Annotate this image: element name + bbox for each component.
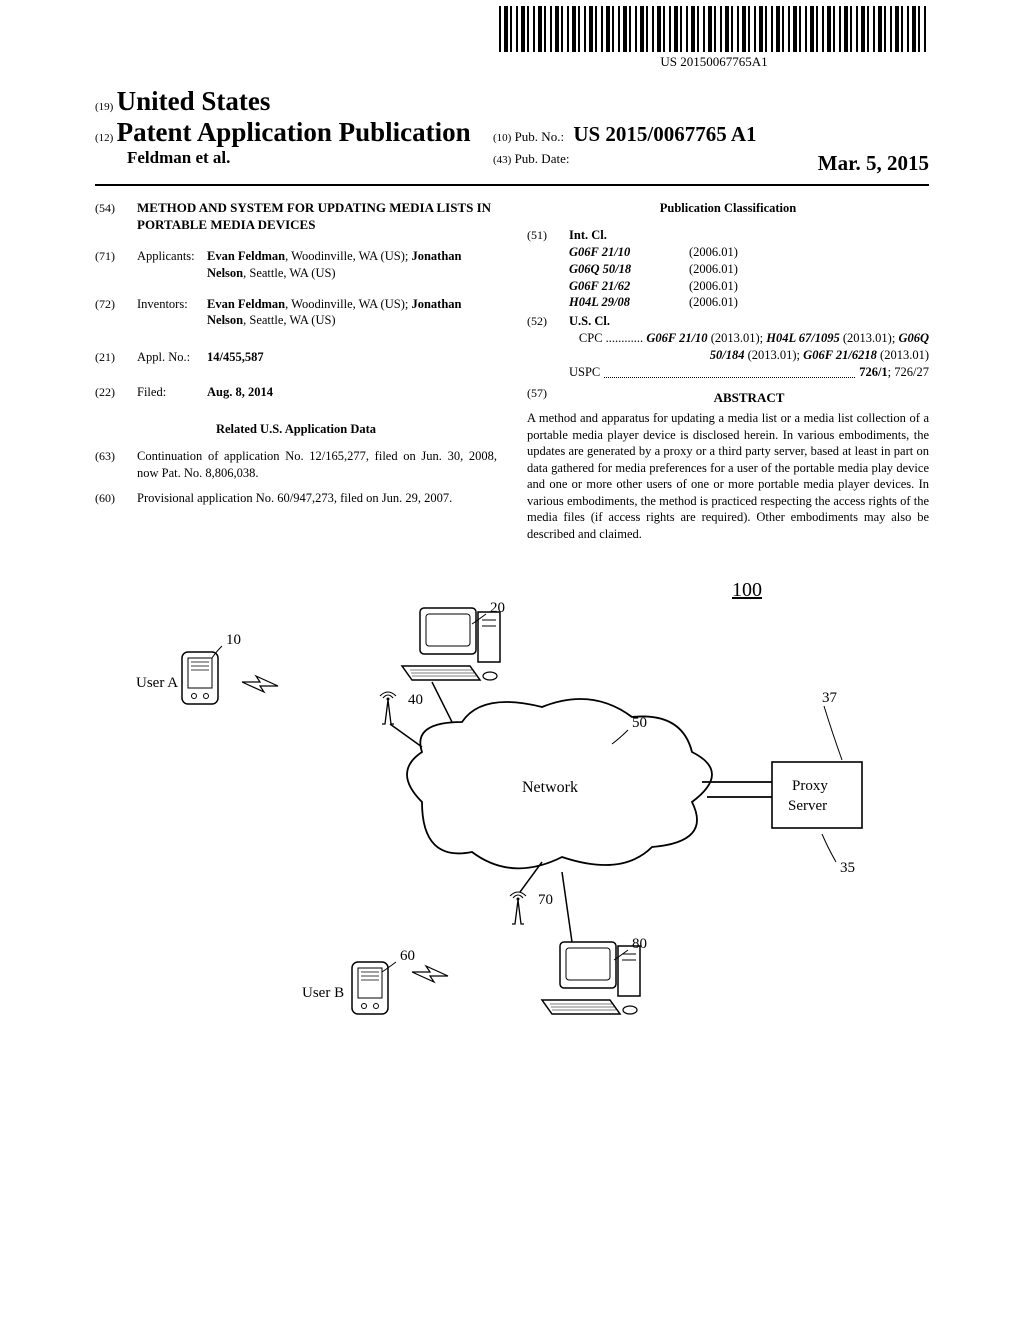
bibliographic-columns: (54) METHOD AND SYSTEM FOR UPDATING MEDI… <box>95 200 929 542</box>
pubno-code: (10) <box>493 132 511 144</box>
fig-ref-60: 60 <box>400 948 415 964</box>
uspc-body: 726/1; 726/27 <box>859 364 929 381</box>
antenna-40-icon <box>380 692 396 724</box>
filed-label: Filed: <box>137 384 207 401</box>
applno-label: Appl. No.: <box>137 349 207 366</box>
antenna-70-icon <box>510 892 526 924</box>
fig-ref-37: 37 <box>822 690 838 706</box>
provisional-code: (60) <box>95 490 137 507</box>
pubdate-code: (43) <box>493 154 511 166</box>
intcl-label: Int. Cl. <box>569 228 607 242</box>
applicants-code: (71) <box>95 248 137 282</box>
continuation-body: Continuation of application No. 12/165,2… <box>137 448 497 482</box>
doc-kind: Patent Application Publication <box>117 117 471 147</box>
uspc-row: USPC 726/1; 726/27 <box>569 364 929 381</box>
uscl-code: (52) <box>527 313 569 381</box>
barcode-region: US 20150067765A1 <box>499 6 929 70</box>
applno: 14/455,587 <box>207 350 264 364</box>
pubno: US 2015/0067765 A1 <box>573 122 756 146</box>
inventors-label: Inventors: <box>137 296 207 330</box>
zigzag-icon <box>242 676 278 692</box>
doc-kind-code: (12) <box>95 132 113 144</box>
intcl-2-ver: (2006.01) <box>689 278 929 295</box>
uspc-dots <box>604 364 855 378</box>
proxy-box <box>772 762 862 828</box>
proxy-label-2: Server <box>788 798 827 814</box>
abstract-body: A method and apparatus for updating a me… <box>527 410 929 542</box>
pub-class-header: Publication Classification <box>527 200 929 217</box>
intcl-3-code: H04L 29/08 <box>569 294 689 311</box>
applicants-body: Evan Feldman, Woodinville, WA (US); Jona… <box>207 248 497 282</box>
user-a-pda-icon <box>182 652 218 704</box>
fig-ref-80: 80 <box>632 936 647 952</box>
uspc-label: USPC <box>569 364 600 381</box>
fig-ref-20: 20 <box>490 600 505 616</box>
intcl-3-ver: (2006.01) <box>689 294 929 311</box>
page-root: (19) United States (12) Patent Applicati… <box>0 0 1024 1152</box>
filed-date: Aug. 8, 2014 <box>207 385 273 399</box>
fig-ref-100: 100 <box>732 579 762 601</box>
pubdate-label: Pub. Date: <box>515 151 570 166</box>
country-code: (19) <box>95 101 113 113</box>
abstract-header: ABSTRACT <box>569 389 929 407</box>
fig-ref-35: 35 <box>840 860 855 876</box>
abstract-code: (57) <box>527 385 569 411</box>
invention-title: METHOD AND SYSTEM FOR UPDATING MEDIA LIS… <box>137 200 497 234</box>
pubno-label: Pub. No.: <box>515 129 564 144</box>
uscl-label: U.S. Cl. <box>569 314 610 328</box>
computer-20-icon <box>402 608 500 680</box>
user-b-label: User B <box>302 985 344 1001</box>
barcode-graphic <box>499 6 929 52</box>
intcl-1-ver: (2006.01) <box>689 261 929 278</box>
intcl-code: (51) <box>527 227 569 311</box>
applicants-label: Applicants: <box>137 248 207 282</box>
inventors-body: Evan Feldman, Woodinville, WA (US); Jona… <box>207 296 497 330</box>
intcl-1-code: G06Q 50/18 <box>569 261 689 278</box>
fig-ref-70: 70 <box>538 892 553 908</box>
header-divider <box>95 184 929 186</box>
proxy-label-1: Proxy <box>792 778 828 794</box>
title-code: (54) <box>95 200 137 234</box>
barcode-number: US 20150067765A1 <box>499 54 929 70</box>
authors: Feldman et al. <box>127 148 230 167</box>
country: United States <box>117 86 271 116</box>
figure-1: 100 Network 50 User A 10 20 40 Proxy <box>95 572 929 1132</box>
cpc-block: CPC ............ G06F 21/10 (2013.01); H… <box>569 330 929 364</box>
fig-ref-50: 50 <box>632 715 647 731</box>
right-column: Publication Classification (51) Int. Cl.… <box>527 200 929 542</box>
header: (19) United States (12) Patent Applicati… <box>95 86 929 176</box>
fig-ref-40: 40 <box>408 692 423 708</box>
filed-code: (22) <box>95 384 137 401</box>
provisional-body: Provisional application No. 60/947,273, … <box>137 490 497 507</box>
inventors-code: (72) <box>95 296 137 330</box>
fig-ref-10: 10 <box>226 632 241 648</box>
related-data-header: Related U.S. Application Data <box>95 421 497 438</box>
intcl-2-code: G06F 21/62 <box>569 278 689 295</box>
computer-80-icon <box>542 942 640 1014</box>
zigzag-icon-b <box>412 966 448 982</box>
network-label: Network <box>522 779 578 796</box>
intcl-0-code: G06F 21/10 <box>569 244 689 261</box>
applno-code: (21) <box>95 349 137 366</box>
user-b-pda-icon <box>352 962 388 1014</box>
figure-svg: 100 Network 50 User A 10 20 40 Proxy <box>122 572 902 1132</box>
intcl-0-ver: (2006.01) <box>689 244 929 261</box>
pubdate: Mar. 5, 2015 <box>818 151 929 176</box>
user-a-label: User A <box>136 675 178 691</box>
left-column: (54) METHOD AND SYSTEM FOR UPDATING MEDI… <box>95 200 497 542</box>
continuation-code: (63) <box>95 448 137 482</box>
